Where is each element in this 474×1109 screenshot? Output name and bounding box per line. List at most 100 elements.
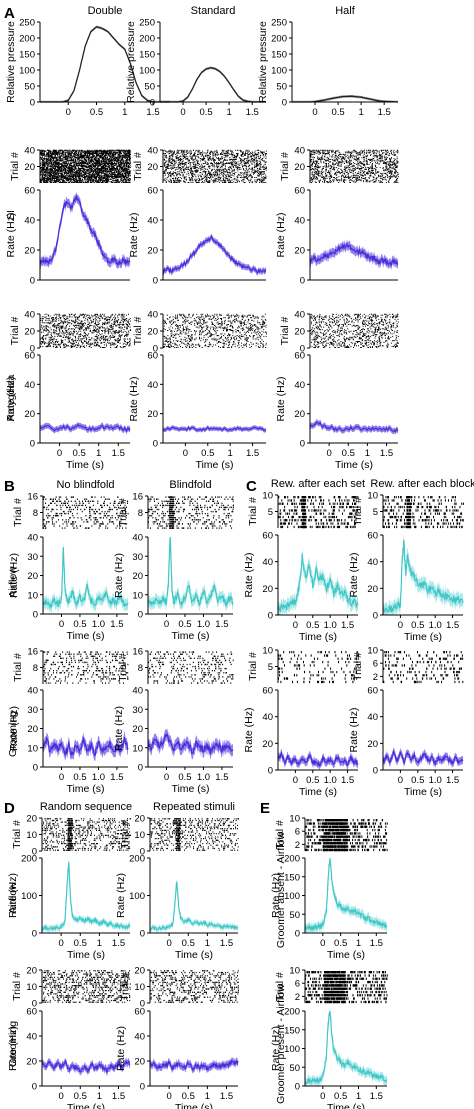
raster-spike [127,164,129,166]
raster-spike [249,155,251,157]
raster-spike [99,165,101,167]
raster-spike [58,163,60,165]
raster-spike [124,156,126,158]
raster-spike [125,153,127,155]
raster-spike [42,154,44,156]
raster-spike [79,168,80,170]
raster-spike [92,174,94,176]
raster-spike [54,162,56,164]
raster-spike [83,172,85,174]
raster-spike [62,174,64,176]
raster-spike [104,178,106,180]
raster-spike [51,160,53,162]
raster-spike [166,157,168,159]
raster-spike [42,151,44,153]
raster-spike [114,168,116,170]
raster-spike [101,161,103,163]
raster-spike [50,182,52,183]
raster-spike [125,172,127,174]
raster-spike [55,161,57,163]
raster-spike [111,178,113,180]
raster-spike [167,151,169,153]
raster-spike [56,181,58,183]
raster-spike [177,158,179,160]
raster-spike [198,153,200,155]
raster-spike [74,171,76,173]
raster-spike [116,178,118,180]
raster-spike [115,173,116,175]
raster-spike [48,179,50,181]
raster-spike [72,171,74,173]
raster-spike [46,177,48,178]
raster-spike [107,156,108,158]
raster-spike [47,180,49,182]
raster-spike [89,163,91,164]
raster-spike [92,164,94,166]
raster-spike [88,158,89,160]
raster-spike [212,153,214,155]
raster-spike [200,152,202,154]
raster-spike [111,163,113,164]
raster-spike [99,153,101,155]
raster-spike [113,176,115,178]
raster-spike [44,182,46,183]
raster-spike [100,163,102,165]
raster-spike [241,161,243,163]
raster-spike [122,176,124,178]
raster-spike [225,153,227,155]
raster-spike [107,161,109,163]
raster-spike [51,158,53,160]
raster-spike [63,162,64,164]
raster-spike [97,180,99,182]
raster-spike [224,159,226,161]
raster-spike [60,155,62,157]
raster-spike [78,165,80,167]
raster-spike [125,149,127,151]
raster-spike [84,161,86,163]
raster-spike [102,163,104,164]
raster-spike [57,152,59,154]
raster-spike [86,156,88,158]
raster-spike [198,160,199,162]
raster-spike [75,172,77,174]
raster-spike [103,151,104,153]
raster-spike [66,157,68,159]
raster-spike [46,180,48,182]
raster-spike [69,181,71,183]
raster-spike [117,151,119,153]
raster-spike [55,168,56,169]
raster-spike [185,158,187,160]
raster-spike [71,172,73,174]
raster-spike [70,167,72,169]
raster-spike [99,157,101,159]
raster-spike [109,168,111,169]
raster-spike [116,182,118,183]
raster-spike [66,167,68,169]
raster-spike [84,172,86,174]
raster-spike [116,155,118,157]
raster-spike [113,180,115,182]
raster-spike [98,175,100,177]
raster-spike [68,162,69,164]
raster-spike [212,154,214,156]
raster-spike [89,178,90,180]
raster-spike [61,152,63,154]
raster-spike [93,151,95,153]
raster-spike [90,174,92,176]
raster-spike [120,155,122,157]
raster-spike [58,164,60,166]
raster-spike [121,163,122,164]
raster-spike [75,164,77,166]
raster-spike [202,158,204,160]
raster-spike [121,175,123,177]
raster-spike [51,153,53,155]
raster-spike [210,159,212,161]
raster-spike [107,159,109,161]
y-tick-label: 0 [30,98,35,109]
raster-spike [50,163,52,164]
raster-spike [88,159,90,161]
raster-spike [226,154,228,156]
raster-spike [105,177,107,178]
raster-spike [123,161,124,163]
raster-spike [130,158,131,160]
